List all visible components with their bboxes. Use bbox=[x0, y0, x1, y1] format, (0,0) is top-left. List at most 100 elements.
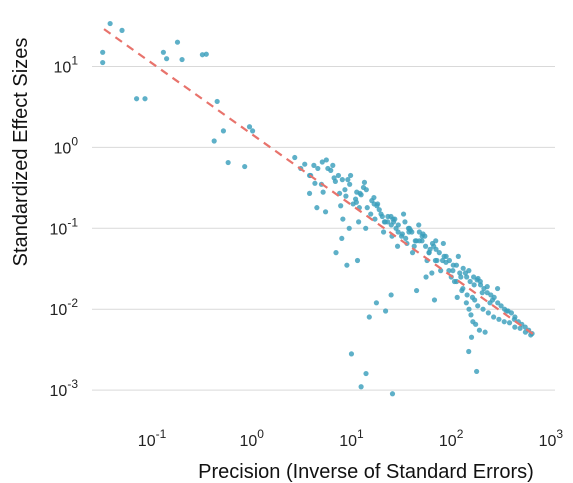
data-point bbox=[250, 128, 256, 134]
data-point bbox=[506, 320, 513, 326]
data-point bbox=[373, 300, 380, 306]
x-axis-title: Precision (Inverse of Standard Errors) bbox=[198, 461, 534, 483]
data-point bbox=[476, 327, 483, 333]
data-point bbox=[314, 205, 320, 211]
data-point bbox=[463, 300, 469, 306]
data-point bbox=[491, 314, 497, 320]
data-point bbox=[446, 268, 452, 274]
data-points bbox=[100, 20, 535, 397]
data-point bbox=[468, 334, 475, 340]
data-point bbox=[429, 270, 435, 276]
data-point bbox=[311, 162, 317, 168]
data-point bbox=[468, 312, 474, 318]
data-point bbox=[306, 190, 313, 197]
data-point bbox=[374, 203, 380, 209]
data-point bbox=[353, 199, 359, 205]
data-point bbox=[312, 180, 318, 186]
data-point bbox=[458, 274, 464, 280]
data-point bbox=[242, 163, 248, 170]
data-point bbox=[426, 250, 432, 256]
data-point bbox=[431, 297, 438, 303]
data-point bbox=[333, 250, 339, 256]
data-point bbox=[460, 265, 466, 271]
data-point bbox=[393, 225, 399, 231]
data-point bbox=[512, 324, 518, 330]
data-point bbox=[319, 159, 325, 165]
data-point bbox=[342, 187, 348, 193]
data-point bbox=[434, 257, 440, 264]
data-point bbox=[347, 181, 353, 187]
data-point bbox=[422, 243, 429, 249]
data-point bbox=[211, 138, 217, 144]
x-tick-label-2: 101 bbox=[339, 427, 364, 450]
data-point bbox=[366, 314, 372, 320]
y-tick-label-2: 10-1 bbox=[50, 215, 79, 238]
data-point bbox=[517, 325, 523, 331]
data-point bbox=[346, 225, 352, 231]
data-point bbox=[484, 284, 490, 290]
data-point bbox=[358, 192, 364, 198]
data-point bbox=[498, 303, 504, 309]
data-point bbox=[485, 310, 491, 316]
data-point bbox=[466, 348, 472, 355]
data-point bbox=[457, 270, 463, 276]
data-point bbox=[325, 165, 331, 172]
data-point bbox=[100, 49, 106, 55]
data-point bbox=[339, 235, 345, 242]
data-point bbox=[474, 368, 480, 375]
data-point bbox=[473, 321, 479, 327]
data-point bbox=[347, 172, 354, 179]
data-point bbox=[413, 238, 419, 244]
data-point bbox=[399, 231, 405, 237]
data-point bbox=[475, 275, 481, 282]
trend-line bbox=[103, 28, 537, 337]
data-point bbox=[363, 187, 369, 193]
data-point bbox=[246, 124, 253, 130]
data-point bbox=[389, 391, 396, 397]
data-point bbox=[409, 250, 416, 256]
data-point bbox=[179, 56, 185, 63]
data-point bbox=[508, 310, 515, 316]
data-point bbox=[214, 98, 220, 105]
data-point bbox=[394, 243, 401, 249]
data-point bbox=[402, 219, 408, 225]
data-point bbox=[363, 225, 369, 231]
data-point bbox=[450, 268, 456, 274]
data-point bbox=[338, 203, 344, 209]
data-point bbox=[479, 290, 485, 296]
data-point bbox=[466, 306, 472, 312]
data-point bbox=[451, 278, 458, 285]
data-point bbox=[174, 39, 181, 45]
data-point bbox=[340, 216, 346, 222]
data-point bbox=[320, 189, 326, 195]
grid-lines bbox=[92, 66, 555, 391]
data-point bbox=[160, 49, 166, 55]
data-point bbox=[388, 213, 394, 220]
data-point bbox=[331, 175, 337, 181]
data-point bbox=[501, 319, 507, 325]
data-point bbox=[423, 274, 429, 280]
data-point bbox=[407, 227, 413, 233]
data-point bbox=[133, 96, 140, 102]
data-point bbox=[199, 52, 205, 58]
data-point bbox=[482, 329, 488, 335]
data-point bbox=[450, 262, 456, 268]
data-point bbox=[455, 253, 461, 259]
data-point bbox=[460, 285, 466, 292]
x-tick-label-4: 103 bbox=[539, 427, 564, 450]
data-point bbox=[471, 282, 477, 288]
data-point bbox=[419, 238, 425, 244]
data-point bbox=[382, 219, 388, 225]
y-tick-label-1: 100 bbox=[54, 134, 79, 157]
data-point bbox=[464, 274, 470, 280]
data-point bbox=[376, 207, 382, 213]
data-point bbox=[348, 351, 355, 357]
data-point bbox=[416, 229, 422, 235]
data-point bbox=[504, 308, 510, 314]
data-point bbox=[142, 96, 148, 102]
data-point bbox=[416, 222, 422, 228]
data-point bbox=[343, 193, 349, 199]
data-point bbox=[361, 179, 368, 185]
data-point bbox=[433, 246, 439, 252]
